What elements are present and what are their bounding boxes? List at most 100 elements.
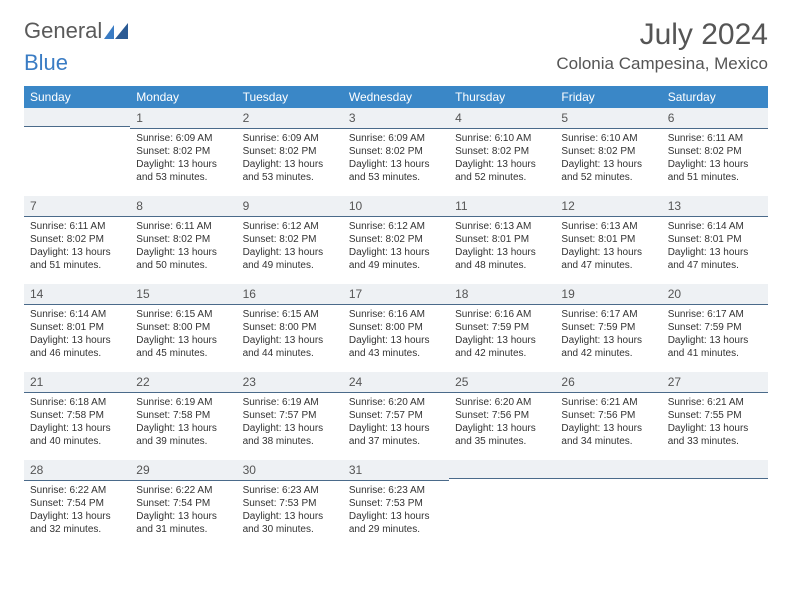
- sunset-text: Sunset: 8:01 PM: [561, 233, 655, 246]
- sunrise-text: Sunrise: 6:10 AM: [561, 132, 655, 145]
- sunset-text: Sunset: 7:54 PM: [136, 497, 230, 510]
- calendar-cell: 11Sunrise: 6:13 AMSunset: 8:01 PMDayligh…: [449, 196, 555, 284]
- sunset-text: Sunset: 8:00 PM: [243, 321, 337, 334]
- day-body: Sunrise: 6:22 AMSunset: 7:54 PMDaylight:…: [24, 481, 130, 542]
- daylight-text: Daylight: 13 hours and 43 minutes.: [349, 334, 443, 360]
- calendar-cell: 24Sunrise: 6:20 AMSunset: 7:57 PMDayligh…: [343, 372, 449, 460]
- sunrise-text: Sunrise: 6:20 AM: [349, 396, 443, 409]
- daylight-text: Daylight: 13 hours and 32 minutes.: [30, 510, 124, 536]
- day-number: 21: [24, 372, 130, 393]
- weekday-header: Wednesday: [343, 86, 449, 108]
- sunrise-text: Sunrise: 6:17 AM: [561, 308, 655, 321]
- day-body: Sunrise: 6:10 AMSunset: 8:02 PMDaylight:…: [449, 129, 555, 190]
- day-number: 23: [237, 372, 343, 393]
- calendar-cell: 25Sunrise: 6:20 AMSunset: 7:56 PMDayligh…: [449, 372, 555, 460]
- day-number: 1: [130, 108, 236, 129]
- day-body: Sunrise: 6:09 AMSunset: 8:02 PMDaylight:…: [130, 129, 236, 190]
- day-body: Sunrise: 6:16 AMSunset: 7:59 PMDaylight:…: [449, 305, 555, 366]
- sunset-text: Sunset: 8:02 PM: [349, 233, 443, 246]
- calendar-row: 28Sunrise: 6:22 AMSunset: 7:54 PMDayligh…: [24, 460, 768, 548]
- daylight-text: Daylight: 13 hours and 41 minutes.: [668, 334, 762, 360]
- day-number: 26: [555, 372, 661, 393]
- sunset-text: Sunset: 8:02 PM: [561, 145, 655, 158]
- day-number: 15: [130, 284, 236, 305]
- day-number: 3: [343, 108, 449, 129]
- daylight-text: Daylight: 13 hours and 46 minutes.: [30, 334, 124, 360]
- brand-part1: General: [24, 18, 102, 44]
- sunrise-text: Sunrise: 6:21 AM: [668, 396, 762, 409]
- day-body: Sunrise: 6:20 AMSunset: 7:56 PMDaylight:…: [449, 393, 555, 454]
- daylight-text: Daylight: 13 hours and 49 minutes.: [243, 246, 337, 272]
- day-number: [555, 460, 661, 479]
- day-number: 4: [449, 108, 555, 129]
- daylight-text: Daylight: 13 hours and 53 minutes.: [349, 158, 443, 184]
- day-number: 8: [130, 196, 236, 217]
- calendar-cell: 26Sunrise: 6:21 AMSunset: 7:56 PMDayligh…: [555, 372, 661, 460]
- daylight-text: Daylight: 13 hours and 33 minutes.: [668, 422, 762, 448]
- daylight-text: Daylight: 13 hours and 35 minutes.: [455, 422, 549, 448]
- day-number: 13: [662, 196, 768, 217]
- sunrise-text: Sunrise: 6:16 AM: [455, 308, 549, 321]
- day-body: Sunrise: 6:16 AMSunset: 8:00 PMDaylight:…: [343, 305, 449, 366]
- day-body: Sunrise: 6:11 AMSunset: 8:02 PMDaylight:…: [662, 129, 768, 190]
- sunrise-text: Sunrise: 6:11 AM: [136, 220, 230, 233]
- day-body: Sunrise: 6:10 AMSunset: 8:02 PMDaylight:…: [555, 129, 661, 190]
- day-body: Sunrise: 6:22 AMSunset: 7:54 PMDaylight:…: [130, 481, 236, 542]
- calendar-cell: 4Sunrise: 6:10 AMSunset: 8:02 PMDaylight…: [449, 108, 555, 196]
- day-number: 27: [662, 372, 768, 393]
- calendar-cell: 28Sunrise: 6:22 AMSunset: 7:54 PMDayligh…: [24, 460, 130, 548]
- calendar-cell: 31Sunrise: 6:23 AMSunset: 7:53 PMDayligh…: [343, 460, 449, 548]
- sunrise-text: Sunrise: 6:17 AM: [668, 308, 762, 321]
- brand-part2: Blue: [24, 50, 68, 76]
- sunrise-text: Sunrise: 6:09 AM: [136, 132, 230, 145]
- calendar-cell: 23Sunrise: 6:19 AMSunset: 7:57 PMDayligh…: [237, 372, 343, 460]
- location-label: Colonia Campesina, Mexico: [556, 54, 768, 74]
- sunrise-text: Sunrise: 6:12 AM: [243, 220, 337, 233]
- sunrise-text: Sunrise: 6:13 AM: [455, 220, 549, 233]
- daylight-text: Daylight: 13 hours and 53 minutes.: [243, 158, 337, 184]
- calendar-row: 7Sunrise: 6:11 AMSunset: 8:02 PMDaylight…: [24, 196, 768, 284]
- day-body: Sunrise: 6:21 AMSunset: 7:55 PMDaylight:…: [662, 393, 768, 454]
- day-number: [24, 108, 130, 127]
- day-number: 5: [555, 108, 661, 129]
- sunset-text: Sunset: 8:01 PM: [455, 233, 549, 246]
- day-body: Sunrise: 6:15 AMSunset: 8:00 PMDaylight:…: [130, 305, 236, 366]
- sunset-text: Sunset: 8:02 PM: [349, 145, 443, 158]
- sunset-text: Sunset: 8:02 PM: [243, 233, 337, 246]
- day-body: Sunrise: 6:12 AMSunset: 8:02 PMDaylight:…: [343, 217, 449, 278]
- calendar-cell: 22Sunrise: 6:19 AMSunset: 7:58 PMDayligh…: [130, 372, 236, 460]
- sunset-text: Sunset: 8:00 PM: [136, 321, 230, 334]
- calendar-cell: 27Sunrise: 6:21 AMSunset: 7:55 PMDayligh…: [662, 372, 768, 460]
- weekday-header: Friday: [555, 86, 661, 108]
- calendar-row: 21Sunrise: 6:18 AMSunset: 7:58 PMDayligh…: [24, 372, 768, 460]
- sunset-text: Sunset: 8:00 PM: [349, 321, 443, 334]
- day-number: 11: [449, 196, 555, 217]
- daylight-text: Daylight: 13 hours and 34 minutes.: [561, 422, 655, 448]
- sunset-text: Sunset: 7:53 PM: [243, 497, 337, 510]
- sunrise-text: Sunrise: 6:14 AM: [30, 308, 124, 321]
- day-body: Sunrise: 6:23 AMSunset: 7:53 PMDaylight:…: [343, 481, 449, 542]
- sunrise-text: Sunrise: 6:16 AM: [349, 308, 443, 321]
- sunrise-text: Sunrise: 6:11 AM: [668, 132, 762, 145]
- sunset-text: Sunset: 8:02 PM: [668, 145, 762, 158]
- sunrise-text: Sunrise: 6:13 AM: [561, 220, 655, 233]
- calendar-row: 1Sunrise: 6:09 AMSunset: 8:02 PMDaylight…: [24, 108, 768, 196]
- sunrise-text: Sunrise: 6:12 AM: [349, 220, 443, 233]
- daylight-text: Daylight: 13 hours and 37 minutes.: [349, 422, 443, 448]
- weekday-header: Monday: [130, 86, 236, 108]
- day-body: Sunrise: 6:09 AMSunset: 8:02 PMDaylight:…: [237, 129, 343, 190]
- day-number: 25: [449, 372, 555, 393]
- sunset-text: Sunset: 7:58 PM: [136, 409, 230, 422]
- weekday-header: Thursday: [449, 86, 555, 108]
- day-number: [662, 460, 768, 479]
- calendar-cell: 1Sunrise: 6:09 AMSunset: 8:02 PMDaylight…: [130, 108, 236, 196]
- day-number: 28: [24, 460, 130, 481]
- calendar-cell: 17Sunrise: 6:16 AMSunset: 8:00 PMDayligh…: [343, 284, 449, 372]
- day-number: 2: [237, 108, 343, 129]
- brand-logo: General: [24, 18, 128, 44]
- calendar-cell: [449, 460, 555, 548]
- day-body: Sunrise: 6:19 AMSunset: 7:57 PMDaylight:…: [237, 393, 343, 454]
- daylight-text: Daylight: 13 hours and 31 minutes.: [136, 510, 230, 536]
- daylight-text: Daylight: 13 hours and 42 minutes.: [455, 334, 549, 360]
- day-body: Sunrise: 6:14 AMSunset: 8:01 PMDaylight:…: [24, 305, 130, 366]
